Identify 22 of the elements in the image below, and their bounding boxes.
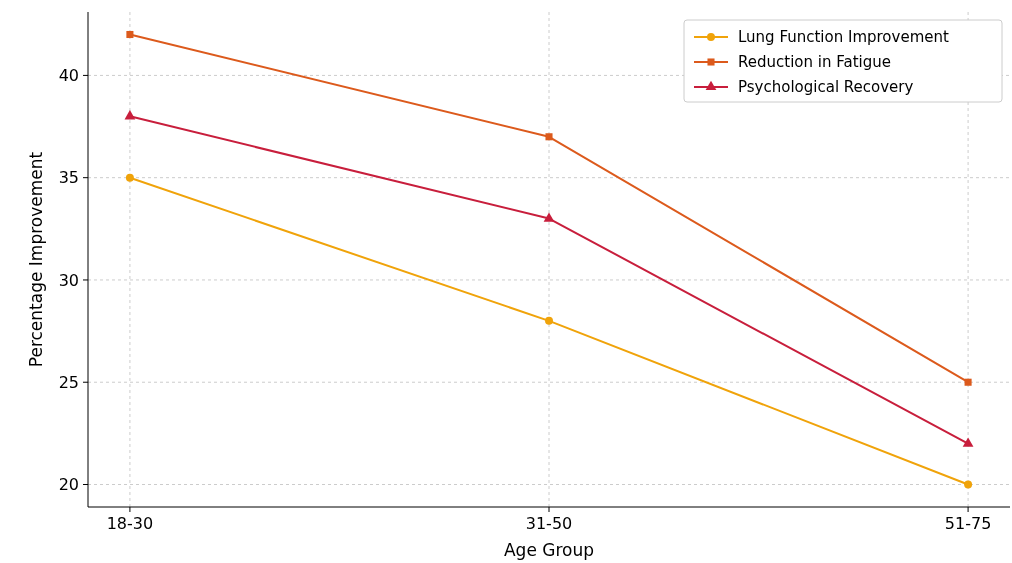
point (125, 173, 134, 182)
y-tick-label: 40 (58, 66, 79, 86)
x-axis-title: Age Group (503, 540, 595, 560)
x-tick-label: 31-50 (525, 514, 573, 533)
legend-label: Psychological Recovery (738, 78, 914, 97)
point (126, 30, 134, 39)
point (545, 316, 553, 325)
y-tick-label: 20 (58, 475, 79, 495)
point (964, 480, 973, 489)
point (962, 437, 974, 447)
y-axis-title: Percentage Improvement (26, 151, 46, 368)
x-tick-label: 51-75 (944, 514, 992, 533)
point (545, 133, 553, 141)
x-tick-label: 18-30 (106, 514, 154, 533)
point (964, 378, 972, 386)
legend-label: Reduction in Fatigue (738, 53, 891, 72)
y-tick-label: 30 (58, 270, 79, 290)
legend-label: Lung Function Improvement (738, 28, 949, 47)
point (124, 110, 136, 120)
y-tick-label: 35 (58, 168, 79, 188)
point (543, 212, 555, 222)
y-tick-label: 25 (58, 372, 79, 392)
